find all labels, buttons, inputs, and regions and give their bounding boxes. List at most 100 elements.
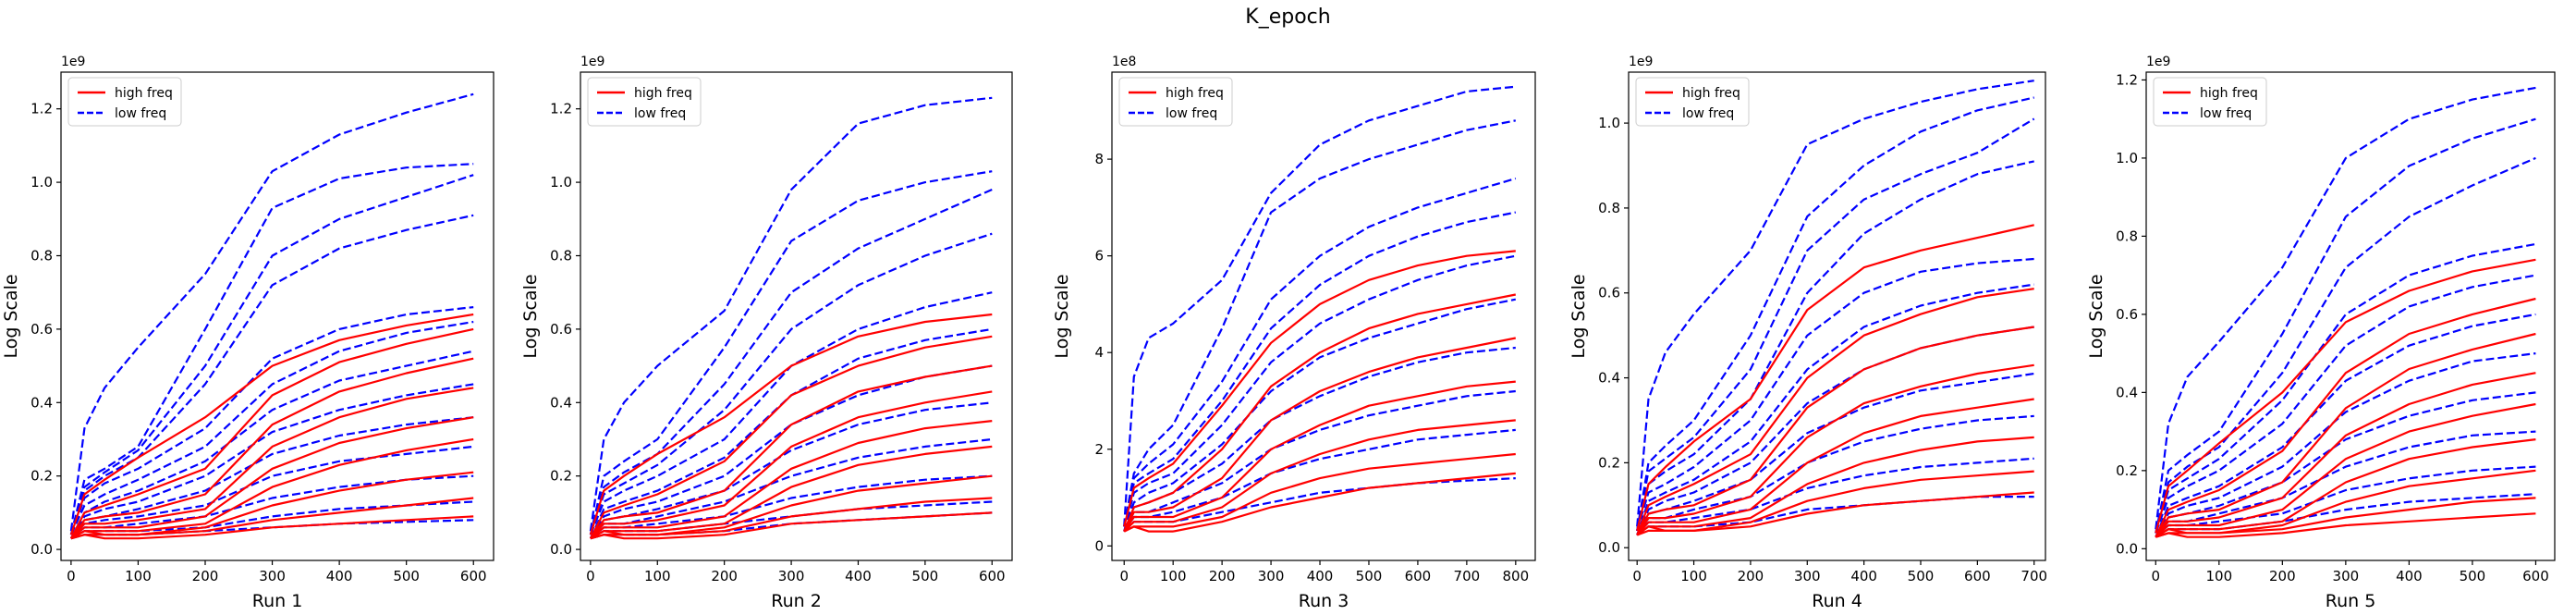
x-tick-label: 600	[460, 568, 487, 584]
y-tick-label: 0.4	[31, 394, 53, 411]
low-freq-series-line	[1123, 211, 1517, 527]
low-freq-series-line	[2155, 242, 2536, 534]
x-tick-label: 200	[1738, 568, 1764, 584]
y-tick-label: 0.0	[1598, 539, 1620, 556]
x-tick-label: 300	[259, 568, 286, 584]
x-tick-label: 700	[2021, 568, 2047, 584]
low-freq-series-line	[69, 306, 474, 535]
legend-label: low freq	[1166, 106, 1217, 121]
y-offset-text: 1e8	[1112, 55, 1136, 69]
high-freq-series-line	[70, 497, 474, 540]
y-tick-label: 1.0	[1598, 115, 1620, 131]
x-tick-label: 800	[1503, 568, 1530, 584]
x-tick-label: 600	[2522, 568, 2549, 584]
low-freq-series-line	[69, 320, 474, 535]
high-freq-series-line	[1123, 250, 1516, 527]
x-tick-label: 300	[1258, 568, 1285, 584]
legend: high freq low freq	[67, 77, 182, 127]
x-tick-label: 500	[1356, 568, 1383, 584]
high-freq-series-line	[1123, 419, 1516, 533]
y-tick-label: 0.0	[2116, 540, 2138, 557]
x-tick-label: 100	[125, 568, 152, 584]
x-axis-label: Run 4	[1812, 591, 1862, 611]
low-freq-series-line	[70, 445, 474, 539]
x-tick-label: 500	[1908, 568, 1935, 584]
x-tick-label: 500	[912, 568, 939, 584]
low-freq-series-line	[589, 327, 993, 539]
high-freq-series-line	[1123, 293, 1517, 533]
low-freq-series-line	[1636, 257, 2034, 532]
y-tick-label: 0.8	[2116, 228, 2138, 244]
y-offset-text: 1e9	[1629, 55, 1653, 69]
low-freq-series-line	[2155, 274, 2536, 534]
high-freq-series-line	[1636, 363, 2034, 536]
x-tick-label: 500	[393, 568, 420, 584]
high-freq-series-line	[590, 445, 993, 540]
x-tick-label: 0	[67, 568, 76, 584]
y-tick-label: 0.4	[1598, 370, 1620, 387]
y-tick-label: 1.2	[2116, 71, 2138, 88]
high-freq-series-line	[2155, 438, 2536, 538]
low-freq-series-line	[69, 383, 474, 539]
x-axis-label: Run 3	[1299, 591, 1349, 611]
high-freq-series-line	[70, 357, 474, 539]
legend: high freq low freq	[1635, 77, 1750, 127]
high-freq-series-line	[590, 390, 993, 539]
y-tick-label: 8	[1094, 151, 1104, 167]
y-tick-label: 0.8	[1598, 200, 1620, 216]
x-tick-label: 100	[1680, 568, 1707, 584]
low-freq-series-line	[1123, 254, 1517, 532]
low-freq-series-line	[69, 163, 474, 535]
x-tick-label: 100	[1160, 568, 1187, 584]
x-tick-label: 200	[711, 568, 738, 584]
y-tick-label: 0.6	[2116, 306, 2138, 323]
high-freq-series-line	[1123, 380, 1516, 533]
x-axis-label: Run 2	[771, 591, 822, 611]
x-tick-label: 400	[2396, 568, 2423, 584]
y-tick-label: 0.8	[31, 247, 53, 264]
x-tick-label: 600	[979, 568, 1006, 584]
high-freq-series-line	[1636, 491, 2034, 536]
low-freq-series-line	[69, 350, 474, 539]
low-freq-series-line	[1636, 495, 2034, 536]
y-tick-label: 0.6	[550, 321, 572, 338]
x-tick-label: 300	[1794, 568, 1821, 584]
x-tick-label: 0	[1119, 568, 1129, 584]
y-offset-text: 1e9	[580, 55, 604, 69]
series-group	[1636, 80, 2035, 536]
high-freq-series-line	[2155, 258, 2536, 534]
series-group	[69, 92, 474, 540]
plot-frame	[580, 71, 1013, 561]
y-axis-label: Log Scale	[2086, 274, 2106, 358]
y-tick-label: 2	[1094, 441, 1104, 458]
y-offset-text: 1e9	[61, 55, 85, 69]
x-tick-label: 400	[845, 568, 872, 584]
plot-frame	[1111, 71, 1536, 561]
high-freq-series-line	[1636, 398, 2034, 536]
series-group	[589, 96, 993, 540]
x-tick-label: 0	[1632, 568, 1642, 584]
y-tick-label: 0.2	[31, 468, 53, 485]
series-group	[2155, 86, 2536, 538]
y-tick-label: 0.2	[2116, 462, 2138, 479]
high-freq-series-line	[2155, 297, 2536, 538]
high-freq-series-line	[590, 511, 993, 540]
x-tick-label: 400	[1307, 568, 1334, 584]
high-freq-series-line	[1123, 337, 1517, 533]
y-tick-label: 0.4	[2116, 384, 2138, 400]
y-offset-text: 1e9	[2146, 55, 2170, 69]
low-freq-series-line	[1123, 85, 1516, 527]
low-freq-series-line	[1636, 117, 2035, 532]
low-freq-series-line	[1123, 119, 1517, 527]
low-freq-series-line	[589, 291, 993, 535]
low-freq-series-line	[1123, 298, 1517, 532]
x-tick-label: 400	[326, 568, 353, 584]
low-freq-series-line	[70, 474, 474, 540]
y-axis-label: Log Scale	[1052, 274, 1072, 358]
low-freq-series-line	[1636, 160, 2034, 532]
legend: high freq low freq	[1118, 77, 1233, 127]
legend: high freq low freq	[2153, 77, 2267, 127]
low-freq-series-line	[589, 232, 993, 535]
chart-panel-2: 0 100 200 300 400 500 600 0.0 0.2 0.4 0.6 0.8 1.0 1.2…	[520, 55, 1013, 611]
